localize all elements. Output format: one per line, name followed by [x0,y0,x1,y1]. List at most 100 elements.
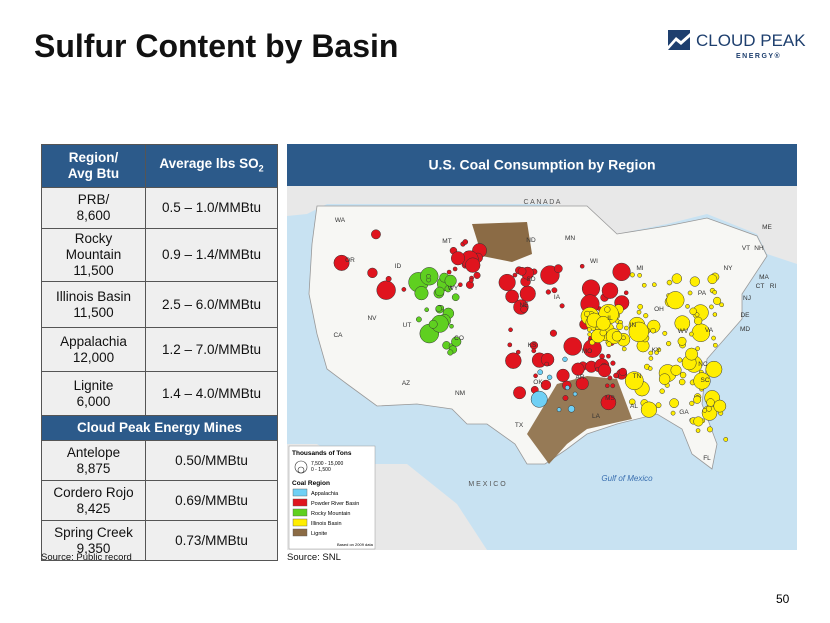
state-label: TX [515,422,524,429]
consumption-dot [621,346,627,352]
consumption-dot [559,303,565,309]
state-label: NM [455,390,465,397]
legend-swatch [292,498,308,507]
consumption-dot [694,312,700,318]
consumption-dot [612,262,631,281]
consumption-dot [520,305,528,313]
legend-swatch [292,508,308,517]
consumption-dot [670,410,676,416]
consumption-dot [583,310,591,317]
consumption-dot [606,341,612,347]
consumption-dot [669,398,679,408]
so2-cell: 0.9 – 1.4/MMBtu [145,228,278,282]
consumption-dot [512,272,518,278]
state-label: PA [698,290,707,297]
consumption-dot [533,373,538,379]
consumption-dot [498,273,516,291]
table-row: Appalachia 12,000 1.2 – 7.0/MMBtu [41,327,278,372]
consumption-dot [624,325,629,331]
consumption-dot [695,428,701,433]
consumption-dot [519,285,536,302]
consumption-dot [415,316,422,323]
consumption-dot [637,273,642,278]
consumption-dot [719,302,724,308]
state-label: ND [526,237,536,244]
consumption-dot [553,264,563,274]
state-label: NY [723,265,733,272]
mine-row: Antelope 8,875 0.50/MMBtu [41,440,278,481]
consumption-dot [563,337,582,356]
state-label: IA [554,294,561,301]
state-label: AZ [402,380,410,387]
legend-title: Thousands of Tons [292,450,352,457]
mine-cell: Cordero Rojo 8,425 [41,480,146,521]
consumption-dot [367,267,378,279]
consumption-dot [677,336,687,346]
header-text: Average lbs SO [159,155,259,171]
so2-cell: 1.4 – 4.0/MMBtu [145,371,278,416]
legend-label: Lignite [311,531,327,537]
state-label: NH [754,245,764,252]
section-cell: Cloud Peak Energy Mines [41,415,278,441]
state-label: KS [528,342,537,349]
consumption-dot [507,342,513,348]
consumption-dot [643,313,649,319]
consumption-dot [505,352,522,369]
map-source: Source: SNL [287,552,341,563]
consumption-dot [712,290,717,295]
consumption-dot [575,376,589,391]
state-label: MN [565,235,575,242]
consumption-dot [670,364,682,376]
map-label: C A N A D A [524,199,561,206]
consumption-dot [689,307,697,315]
logo: CLOUD PEAK ENERGY® [668,30,806,60]
state-label: TN [633,373,642,380]
map-panel: U.S. Coal Consumption by Region C A N A … [287,144,797,550]
consumption-dot [607,375,613,381]
state-label: SD [526,276,535,283]
consumption-dot [648,350,654,356]
consumption-dot [629,272,635,278]
consumption-dot [515,349,521,355]
consumption-dot [537,369,543,376]
consumption-dot [628,321,649,342]
consumption-dot [458,282,463,287]
consumption-dot [713,399,727,413]
page-number: 50 [776,592,790,606]
state-label: OH [654,306,664,313]
consumption-dot [648,356,654,361]
legend-label: Appalachia [311,491,339,497]
state-label: GA [679,409,689,416]
consumption-dot [596,316,611,331]
consumption-dot [428,319,438,329]
so2-cell: 1.2 – 7.0/MMBtu [145,327,278,372]
consumption-dot [707,274,718,285]
consumption-dot [652,282,657,287]
section-row: Cloud Peak Energy Mines [41,415,278,441]
so2-cell: 2.5 – 6.0/MMBtu [145,281,278,328]
consumption-dot [637,303,644,310]
state-label: NE [519,302,529,309]
consumption-dot [658,373,671,385]
consumption-dot [562,356,568,362]
map-label: M E X I C O [468,481,506,488]
legend-size [297,466,305,474]
consumption-dot [689,400,695,406]
consumption-dot [693,416,704,427]
consumption-dot [685,347,698,361]
consumption-dot [601,282,619,299]
legend-label: Illinois Basin [311,521,342,527]
state-label: AL [630,403,638,410]
consumption-dot [414,286,429,301]
consumption-dot [505,289,519,304]
state-label: OR [345,257,355,264]
header-cell: Region/ Avg Btu [41,144,146,188]
state-label: CT [756,283,765,290]
state-label: UT [403,322,412,329]
table-row: Illinois Basin 11,500 2.5 – 6.0/MMBtu [41,281,278,328]
consumption-dot [713,342,718,348]
consumption-dot [545,289,551,295]
legend-label: Rocky Mountain [311,511,350,517]
state-label: VT [742,245,750,252]
